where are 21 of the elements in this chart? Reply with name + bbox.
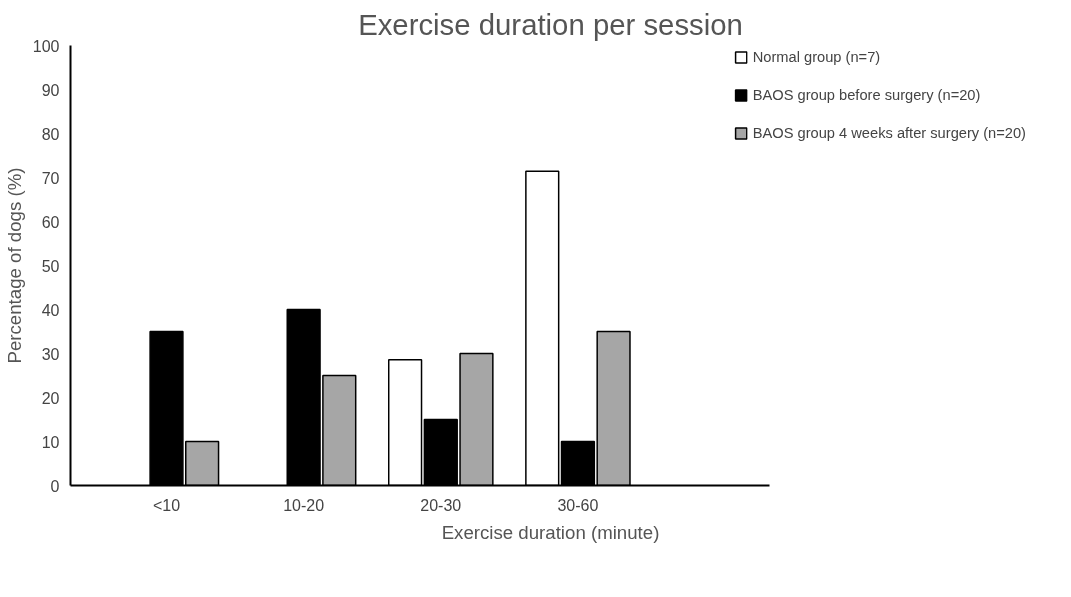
y-tick-label: 80 [41, 125, 60, 143]
y-tick-label: 30 [41, 345, 60, 363]
y-tick-label: 60 [41, 213, 60, 231]
x-tick-label: <10 [152, 496, 181, 514]
y-tick-label: 0 [50, 477, 60, 495]
legend-label: BAOS group 4 weeks after surgery (n=20) [752, 125, 1026, 141]
x-tick-label: 30-60 [557, 496, 599, 514]
y-tick-label: 20 [41, 389, 60, 407]
x-axis-title: Exercise duration (minute) [441, 521, 660, 543]
x-tick-label: 20-30 [420, 496, 462, 514]
y-tick-label: 70 [41, 169, 60, 187]
y-tick-label: 50 [41, 257, 60, 275]
legend-label: Normal group (n=7) [752, 49, 881, 65]
x-tick-label: 10-20 [283, 496, 325, 514]
y-tick-label: 100 [32, 37, 60, 55]
legend-label: BAOS group before surgery (n=20) [752, 87, 981, 103]
y-tick-label: 90 [41, 81, 60, 99]
y-tick-label: 40 [41, 301, 60, 319]
y-tick-label: 10 [41, 433, 60, 451]
y-axis-title: Percentage of dogs (%) [3, 167, 25, 364]
chart-title: Exercise duration per session [358, 7, 743, 41]
